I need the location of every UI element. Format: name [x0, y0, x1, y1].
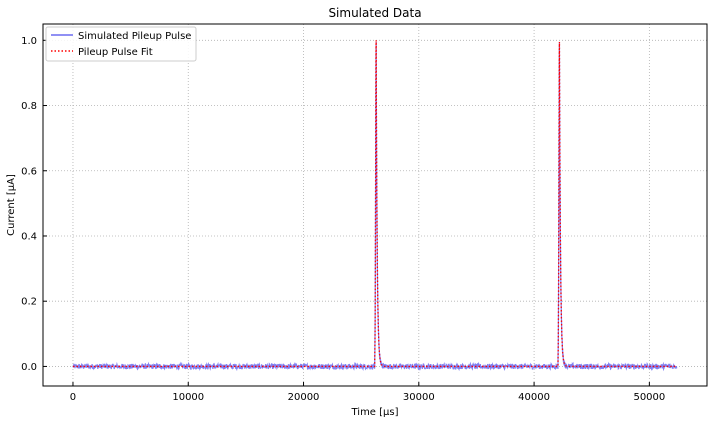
x-tick-label: 50000	[633, 392, 665, 403]
ticks: 0 10000 20000 30000 40000 50000 0.0 0.2 0.4 0.6 0.…	[21, 36, 665, 403]
x-tick-label: 20000	[288, 392, 320, 403]
series-layer	[72, 40, 678, 372]
series-pileup-pulse-fit	[72, 40, 678, 368]
y-tick-label: 0.4	[21, 231, 37, 242]
x-tick-label: 0	[70, 392, 76, 403]
chart-title: Simulated Data	[328, 6, 421, 20]
legend-label-simulated: Simulated Pileup Pulse	[78, 31, 191, 42]
grid	[43, 24, 707, 386]
y-tick-label: 0.6	[21, 166, 37, 177]
legend-box	[45, 26, 197, 62]
x-tick-label: 10000	[172, 392, 204, 403]
legend-label-fit: Pileup Pulse Fit	[78, 47, 153, 58]
plot-frame	[42, 23, 708, 387]
y-tick-label: 1.0	[21, 36, 37, 47]
y-tick-label: 0.8	[21, 101, 37, 112]
y-tick-label: 0.0	[21, 362, 37, 373]
y-tick-label: 0.2	[21, 297, 37, 308]
x-tick-label: 40000	[518, 392, 550, 403]
legend: Simulated Pileup Pulse Pileup Pulse Fit	[45, 26, 197, 62]
y-axis-label: Current [µA]	[6, 174, 17, 236]
x-axis-label: Time [µs]	[350, 407, 398, 418]
x-tick-label: 30000	[403, 392, 435, 403]
